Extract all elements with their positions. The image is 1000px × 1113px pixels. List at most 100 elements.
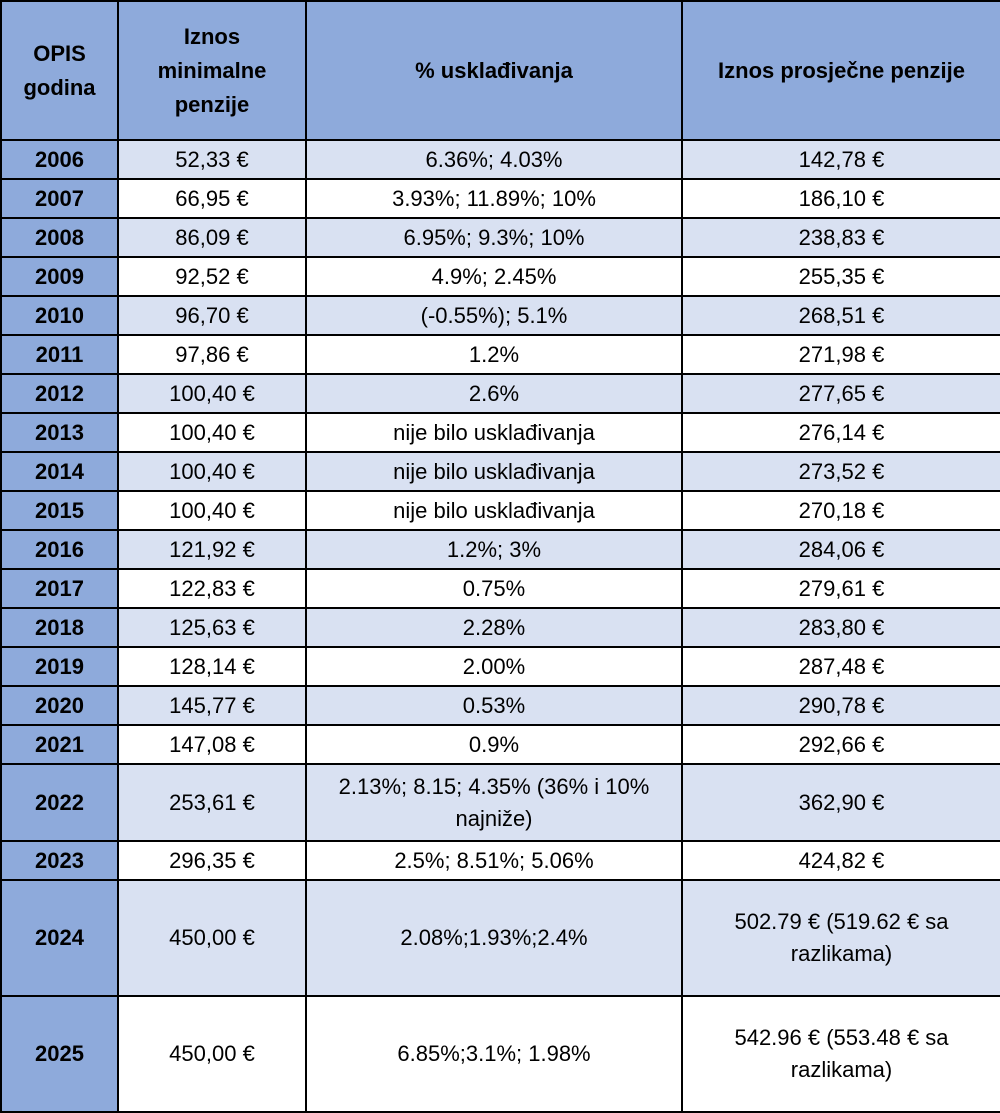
adjustment-cell: 2.08%;1.93%;2.4% (305, 879, 683, 997)
avg-pension-cell: 268,51 € (681, 295, 1000, 336)
table-row: 2020 145,77 € 0.53% 290,78 € (0, 685, 1000, 726)
avg-pension-cell: 273,52 € (681, 451, 1000, 492)
avg-pension-cell: 271,98 € (681, 334, 1000, 375)
year-cell: 2015 (0, 490, 119, 531)
min-pension-cell: 97,86 € (117, 334, 307, 375)
avg-pension-cell: 542.96 € (553.48 € sa razlikama) (681, 995, 1000, 1113)
year-cell: 2006 (0, 139, 119, 180)
table-row: 2008 86,09 € 6.95%; 9.3%; 10% 238,83 € (0, 217, 1000, 258)
year-cell: 2009 (0, 256, 119, 297)
avg-pension-cell: 279,61 € (681, 568, 1000, 609)
table-row: 2015 100,40 € nije bilo usklađivanja 270… (0, 490, 1000, 531)
year-cell: 2013 (0, 412, 119, 453)
year-cell: 2024 (0, 879, 119, 997)
year-cell: 2016 (0, 529, 119, 570)
avg-pension-cell: 292,66 € (681, 724, 1000, 765)
adjustment-cell: 2.00% (305, 646, 683, 687)
table-row: 2011 97,86 € 1.2% 271,98 € (0, 334, 1000, 375)
year-cell: 2021 (0, 724, 119, 765)
avg-pension-cell: 424,82 € (681, 840, 1000, 881)
adjustment-cell: 4.9%; 2.45% (305, 256, 683, 297)
avg-pension-cell: 142,78 € (681, 139, 1000, 180)
table-body: 2006 52,33 € 6.36%; 4.03% 142,78 € 2007 … (0, 139, 1000, 1113)
year-cell: 2022 (0, 763, 119, 842)
adjustment-cell: 2.5%; 8.51%; 5.06% (305, 840, 683, 881)
header-avg-pension: Iznos prosječne penzije (681, 0, 1000, 141)
table-row: 2022 253,61 € 2.13%; 8.15; 4.35% (36% i … (0, 763, 1000, 842)
table-row: 2012 100,40 € 2.6% 277,65 € (0, 373, 1000, 414)
adjustment-cell: 0.9% (305, 724, 683, 765)
avg-pension-cell: 284,06 € (681, 529, 1000, 570)
table-row: 2014 100,40 € nije bilo usklađivanja 273… (0, 451, 1000, 492)
table-row: 2007 66,95 € 3.93%; 11.89%; 10% 186,10 € (0, 178, 1000, 219)
year-cell: 2008 (0, 217, 119, 258)
avg-pension-cell: 287,48 € (681, 646, 1000, 687)
avg-pension-cell: 270,18 € (681, 490, 1000, 531)
min-pension-cell: 450,00 € (117, 879, 307, 997)
year-cell: 2019 (0, 646, 119, 687)
adjustment-cell: 0.75% (305, 568, 683, 609)
min-pension-cell: 450,00 € (117, 995, 307, 1113)
avg-pension-cell: 277,65 € (681, 373, 1000, 414)
table-row: 2009 92,52 € 4.9%; 2.45% 255,35 € (0, 256, 1000, 297)
adjustment-cell: 6.85%;3.1%; 1.98% (305, 995, 683, 1113)
table-row: 2017 122,83 € 0.75% 279,61 € (0, 568, 1000, 609)
table-row: 2024 450,00 € 2.08%;1.93%;2.4% 502.79 € … (0, 879, 1000, 997)
year-cell: 2018 (0, 607, 119, 648)
header-year: OPIS godina (0, 0, 119, 141)
table-row: 2018 125,63 € 2.28% 283,80 € (0, 607, 1000, 648)
avg-pension-cell: 362,90 € (681, 763, 1000, 842)
adjustment-cell: 2.28% (305, 607, 683, 648)
adjustment-cell: 3.93%; 11.89%; 10% (305, 178, 683, 219)
min-pension-cell: 128,14 € (117, 646, 307, 687)
header-min-pension: Iznos minimalne penzije (117, 0, 307, 141)
avg-pension-cell: 238,83 € (681, 217, 1000, 258)
year-cell: 2023 (0, 840, 119, 881)
min-pension-cell: 147,08 € (117, 724, 307, 765)
table-header: OPIS godina Iznos minimalne penzije % us… (0, 0, 1000, 141)
min-pension-cell: 52,33 € (117, 139, 307, 180)
min-pension-cell: 122,83 € (117, 568, 307, 609)
adjustment-cell: (-0.55%); 5.1% (305, 295, 683, 336)
avg-pension-cell: 255,35 € (681, 256, 1000, 297)
year-cell: 2012 (0, 373, 119, 414)
adjustment-cell: 2.13%; 8.15; 4.35% (36% i 10% najniže) (305, 763, 683, 842)
min-pension-cell: 66,95 € (117, 178, 307, 219)
min-pension-cell: 100,40 € (117, 373, 307, 414)
table-row: 2021 147,08 € 0.9% 292,66 € (0, 724, 1000, 765)
min-pension-cell: 100,40 € (117, 490, 307, 531)
avg-pension-cell: 276,14 € (681, 412, 1000, 453)
table-row: 2006 52,33 € 6.36%; 4.03% 142,78 € (0, 139, 1000, 180)
table-row: 2025 450,00 € 6.85%;3.1%; 1.98% 542.96 €… (0, 995, 1000, 1113)
table-row: 2010 96,70 € (-0.55%); 5.1% 268,51 € (0, 295, 1000, 336)
year-cell: 2017 (0, 568, 119, 609)
min-pension-cell: 100,40 € (117, 412, 307, 453)
avg-pension-cell: 283,80 € (681, 607, 1000, 648)
min-pension-cell: 253,61 € (117, 763, 307, 842)
adjustment-cell: 0.53% (305, 685, 683, 726)
adjustment-cell: 6.36%; 4.03% (305, 139, 683, 180)
adjustment-cell: nije bilo usklađivanja (305, 490, 683, 531)
year-cell: 2014 (0, 451, 119, 492)
adjustment-cell: nije bilo usklađivanja (305, 412, 683, 453)
min-pension-cell: 100,40 € (117, 451, 307, 492)
table-row: 2016 121,92 € 1.2%; 3% 284,06 € (0, 529, 1000, 570)
avg-pension-cell: 290,78 € (681, 685, 1000, 726)
min-pension-cell: 121,92 € (117, 529, 307, 570)
min-pension-cell: 86,09 € (117, 217, 307, 258)
adjustment-cell: 2.6% (305, 373, 683, 414)
avg-pension-cell: 186,10 € (681, 178, 1000, 219)
min-pension-cell: 296,35 € (117, 840, 307, 881)
adjustment-cell: 1.2% (305, 334, 683, 375)
table-row: 2013 100,40 € nije bilo usklađivanja 276… (0, 412, 1000, 453)
min-pension-cell: 96,70 € (117, 295, 307, 336)
avg-pension-cell: 502.79 € (519.62 € sa razlikama) (681, 879, 1000, 997)
adjustment-cell: nije bilo usklađivanja (305, 451, 683, 492)
year-cell: 2011 (0, 334, 119, 375)
adjustment-cell: 1.2%; 3% (305, 529, 683, 570)
table-row: 2023 296,35 € 2.5%; 8.51%; 5.06% 424,82 … (0, 840, 1000, 881)
min-pension-cell: 145,77 € (117, 685, 307, 726)
min-pension-cell: 125,63 € (117, 607, 307, 648)
header-adjustment: % usklađivanja (305, 0, 683, 141)
